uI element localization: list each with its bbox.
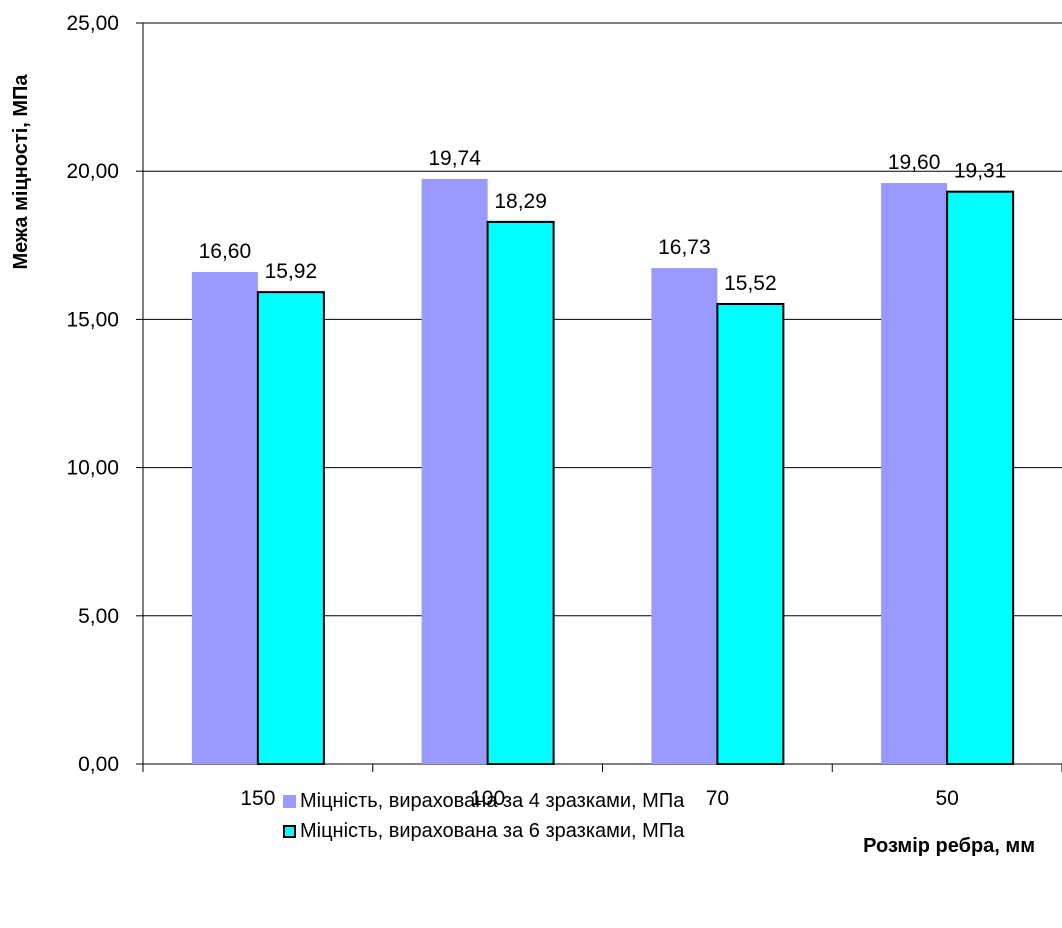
legend-label: Міцність, вирахована за 4 зразками, МПа (300, 789, 685, 812)
x-tick-label: 100 (470, 787, 505, 810)
legend-item: Міцність, вирахована за 6 зразками, МПа (283, 816, 684, 846)
bar-series-2 (486, 220, 555, 765)
x-tick-label: 50 (935, 787, 958, 810)
legend-swatch-series-1 (283, 794, 296, 808)
legend-swatch-series-2 (283, 824, 296, 838)
bar-series-1 (191, 271, 258, 764)
y-tick-label: 20,00 (66, 160, 119, 183)
bar-series-1 (651, 268, 718, 764)
tick-labels: 0,00 5,00 10,00 15,00 20,00 25,00 150 100 70 50 (66, 12, 958, 810)
x-axis-title: Розмір ребра, мм (863, 835, 1035, 857)
legend: Міцність, вирахована за 4 зразками, МПа … (283, 786, 684, 846)
data-label: 19,74 (428, 147, 481, 170)
x-tick-label: 70 (706, 787, 729, 810)
data-label: 18,29 (494, 190, 547, 213)
data-label: 19,31 (954, 160, 1007, 183)
data-label: 19,60 (888, 151, 941, 174)
data-label: 15,92 (265, 260, 318, 283)
bar-series-2 (946, 190, 1015, 765)
y-tick-label: 15,00 (66, 308, 119, 331)
data-label: 16,73 (658, 236, 711, 259)
data-labels: 16,60 15,92 19,74 18,29 16,73 15,52 19,60 19,31 (199, 147, 1007, 295)
y-tick-label: 10,00 (66, 457, 119, 480)
bar-series-1 (421, 178, 488, 765)
legend-item: Міцність, вирахована за 4 зразками, МПа (283, 786, 684, 816)
data-label: 15,52 (724, 272, 777, 295)
y-tick-label: 25,00 (66, 12, 119, 35)
y-axis-title: Межа міцності, МПа (10, 74, 32, 270)
bar-series-2 (256, 291, 325, 765)
data-label: 16,60 (199, 240, 252, 263)
legend-label: Міцність, вирахована за 6 зразками, МПа (300, 819, 685, 842)
y-tick-label: 0,00 (78, 753, 119, 776)
y-tick-label: 5,00 (78, 605, 119, 628)
bar-series-2 (716, 302, 785, 765)
x-tick-label: 150 (240, 787, 275, 810)
bar-series-1 (881, 183, 948, 764)
bars (191, 178, 1015, 765)
